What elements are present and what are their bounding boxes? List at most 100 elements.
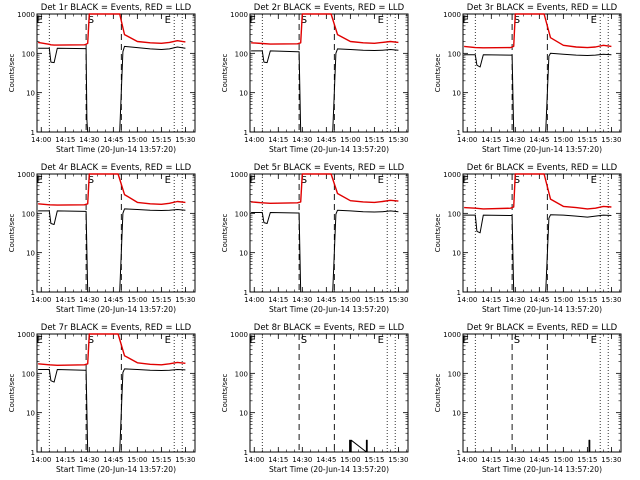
y-tick-label: 100 [22, 370, 35, 378]
x-tick-label: 15:30 [601, 456, 621, 464]
y-tick-label: 1 [244, 129, 248, 137]
marker-saa: S [301, 15, 307, 26]
x-tick-label: 15:30 [175, 456, 195, 464]
y-tick-label: 1 [244, 289, 248, 297]
y-tick-label: 10 [239, 250, 248, 258]
x-tick-label: 14:15 [481, 296, 501, 304]
y-tick-label: 10 [239, 90, 248, 98]
x-tick-label: 14:30 [79, 136, 99, 144]
marker-eclipse: E [463, 175, 469, 186]
x-tick-label: 14:45 [316, 456, 336, 464]
marker-eclipse: E [165, 335, 171, 346]
marker-saa: S [514, 175, 520, 186]
marker-saa: S [88, 175, 94, 186]
plot-frame [462, 13, 622, 133]
marker-eclipse: E [250, 335, 256, 346]
x-tick-label: 14:00 [244, 296, 264, 304]
x-tick-label: 14:45 [529, 296, 549, 304]
marker-saa: S [88, 15, 94, 26]
y-tick-label: 1 [457, 449, 461, 457]
y-axis-label: Counts/sec [221, 374, 229, 413]
x-axis-label: Start Time (20-Jun-14 13:57:20) [56, 145, 176, 154]
marker-eclipse: E [37, 15, 43, 26]
y-tick-label: 1000 [17, 331, 35, 339]
x-tick-label: 14:30 [79, 296, 99, 304]
x-tick-label: 15:30 [175, 136, 195, 144]
x-tick-label: 14:30 [505, 136, 525, 144]
y-tick-label: 1000 [443, 171, 461, 179]
events-series-line [588, 439, 591, 452]
x-axis-label: Start Time (20-Jun-14 13:57:20) [482, 465, 602, 474]
y-tick-label: 100 [235, 50, 248, 58]
plot-frame [36, 333, 196, 453]
lld-series-line [251, 173, 399, 204]
x-tick-label: 15:00 [127, 136, 147, 144]
x-tick-label: 15:30 [175, 296, 195, 304]
panel-title: Det 8r BLACK = Events, RED = LLD [254, 323, 405, 333]
x-tick-label: 15:15 [364, 296, 384, 304]
x-axis-label: Start Time (20-Jun-14 13:57:20) [56, 305, 176, 314]
y-axis-label: Counts/sec [434, 214, 442, 253]
x-tick-label: 15:15 [364, 136, 384, 144]
x-tick-label: 14:30 [505, 456, 525, 464]
y-tick-label: 1 [457, 289, 461, 297]
y-tick-label: 10 [452, 90, 461, 98]
x-tick-label: 14:15 [268, 296, 288, 304]
plot-frame [36, 173, 196, 293]
x-tick-label: 15:00 [553, 456, 573, 464]
x-tick-label: 15:00 [340, 136, 360, 144]
y-tick-label: 100 [448, 370, 461, 378]
marker-saa: S [88, 335, 94, 346]
y-axis-label: Counts/sec [8, 214, 16, 253]
marker-eclipse: E [378, 175, 384, 186]
x-tick-label: 14:15 [55, 456, 75, 464]
x-tick-label: 14:00 [31, 296, 51, 304]
x-tick-label: 14:45 [529, 136, 549, 144]
x-tick-label: 15:00 [553, 296, 573, 304]
y-tick-label: 1 [31, 289, 35, 297]
y-tick-label: 100 [22, 210, 35, 218]
lld-series-line [251, 13, 399, 45]
y-tick-label: 100 [22, 50, 35, 58]
x-tick-label: 14:00 [244, 136, 264, 144]
x-tick-label: 14:15 [268, 456, 288, 464]
marker-saa: S [514, 335, 520, 346]
events-series-line [38, 368, 186, 453]
events-series-line [38, 208, 186, 293]
detector-panel-7: Det 7r BLACK = Events, RED = LLD Counts/s… [8, 323, 196, 474]
x-tick-label: 15:15 [577, 296, 597, 304]
x-tick-label: 14:00 [31, 456, 51, 464]
x-axis-label: Start Time (20-Jun-14 13:57:20) [269, 145, 389, 154]
y-tick-label: 1 [31, 129, 35, 137]
y-tick-label: 1000 [230, 11, 248, 19]
detector-panel-6: Det 6r BLACK = Events, RED = LLD Counts/s… [434, 163, 622, 314]
x-tick-label: 14:15 [55, 136, 75, 144]
y-axis-label: Counts/sec [221, 54, 229, 93]
lld-series-line [464, 13, 612, 49]
x-tick-label: 14:30 [292, 136, 312, 144]
lld-series-line [464, 173, 612, 210]
x-tick-label: 14:30 [292, 296, 312, 304]
marker-eclipse: E [250, 15, 256, 26]
y-tick-label: 1000 [230, 171, 248, 179]
x-tick-label: 14:45 [316, 296, 336, 304]
x-axis-label: Start Time (20-Jun-14 13:57:20) [269, 465, 389, 474]
x-tick-label: 14:00 [457, 456, 477, 464]
marker-eclipse: E [591, 335, 597, 346]
x-tick-label: 14:45 [529, 456, 549, 464]
x-tick-label: 14:30 [79, 456, 99, 464]
x-tick-label: 14:00 [457, 296, 477, 304]
x-tick-label: 14:00 [31, 136, 51, 144]
x-tick-label: 14:15 [268, 136, 288, 144]
marker-saa: S [514, 15, 520, 26]
x-tick-label: 15:15 [151, 456, 171, 464]
panel-title: Det 5r BLACK = Events, RED = LLD [254, 163, 405, 173]
x-tick-label: 14:45 [103, 136, 123, 144]
marker-eclipse: E [37, 335, 43, 346]
panel-title: Det 1r BLACK = Events, RED = LLD [41, 3, 192, 13]
detector-panel-9: Det 9r BLACK = Events, RED = LLD Counts/s… [434, 323, 622, 474]
x-tick-label: 15:30 [601, 296, 621, 304]
y-tick-label: 10 [26, 90, 35, 98]
plot-frame [36, 13, 196, 133]
panel-title: Det 6r BLACK = Events, RED = LLD [467, 163, 618, 173]
